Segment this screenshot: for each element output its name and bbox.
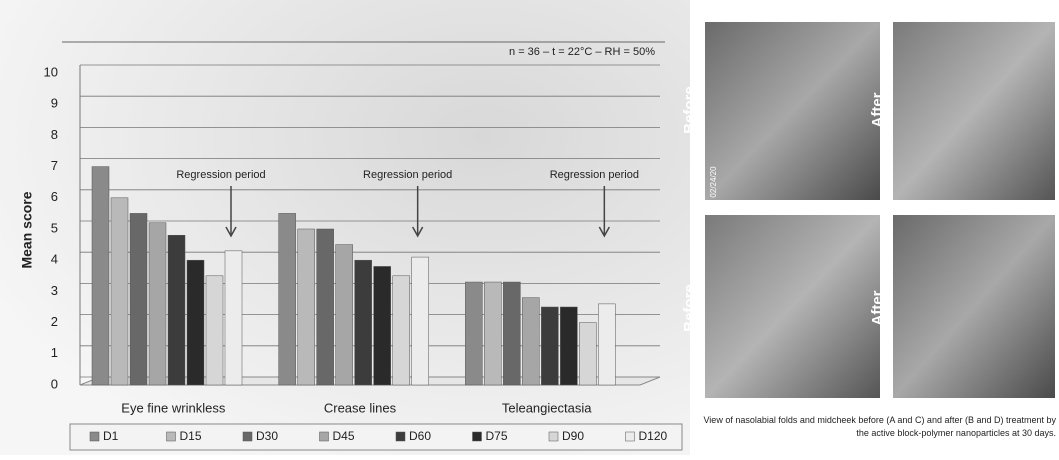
bar — [187, 260, 204, 385]
bar — [522, 298, 539, 385]
bar — [317, 229, 334, 385]
y-tick-label: 7 — [51, 158, 58, 173]
bar — [374, 266, 391, 385]
legend-label: D90 — [562, 429, 584, 443]
photo-label: After — [869, 290, 886, 325]
bar — [484, 282, 501, 385]
legend — [70, 424, 682, 450]
legend-label: D30 — [256, 429, 278, 443]
bar — [465, 282, 482, 385]
bar — [598, 304, 615, 385]
legend-swatch — [167, 432, 176, 441]
legend-label: D1 — [103, 429, 119, 443]
legend-swatch — [626, 432, 635, 441]
photo-stamp: 02/24/20 — [709, 166, 718, 198]
legend-label: D60 — [409, 429, 431, 443]
bar — [412, 257, 429, 385]
figure: n = 36 – t = 22°C – RH = 50% Mean score … — [0, 0, 1059, 455]
x-tick-label: Eye fine wrinkless — [121, 400, 226, 415]
bar — [355, 260, 372, 385]
bar — [225, 251, 242, 385]
photo — [893, 22, 1055, 200]
bar — [503, 282, 520, 385]
legend-swatch — [243, 432, 252, 441]
photo-label: After — [869, 92, 886, 127]
legend-label: D120 — [639, 429, 668, 443]
y-tick-label: 2 — [51, 314, 58, 329]
annotation: Regression period — [550, 169, 639, 181]
y-tick-label: 6 — [51, 189, 58, 204]
bar — [336, 245, 353, 385]
bar — [130, 213, 147, 385]
y-tick-label: 5 — [51, 220, 58, 235]
bar — [541, 307, 558, 385]
x-tick-label: Crease lines — [324, 400, 397, 415]
y-tick-label: 1 — [51, 345, 58, 360]
legend-label: D75 — [486, 429, 508, 443]
bar — [279, 213, 296, 385]
bar — [579, 323, 596, 385]
bar — [298, 229, 315, 385]
x-tick-label: Teleangiectasia — [502, 400, 592, 415]
y-tick-label: 0 — [51, 376, 58, 391]
y-tick-label: 3 — [51, 283, 58, 298]
y-tick-label: 10 — [44, 64, 58, 79]
y-axis-label: Mean score — [19, 191, 35, 268]
caption: View of nasolabial folds and midcheek be… — [690, 414, 1056, 440]
legend-swatch — [320, 432, 329, 441]
bar — [560, 307, 577, 385]
photo — [705, 22, 880, 200]
y-tick-label: 8 — [51, 127, 58, 142]
photo — [893, 215, 1055, 398]
photo — [705, 215, 880, 398]
legend-label: D45 — [333, 429, 355, 443]
bar — [92, 167, 109, 385]
y-tick-label: 4 — [51, 252, 58, 267]
photo-label: Before — [681, 284, 698, 332]
bar — [393, 276, 410, 385]
photo-label: Before — [681, 86, 698, 134]
bar — [168, 235, 185, 385]
bar — [149, 223, 166, 385]
annotation: Regression period — [363, 169, 452, 181]
legend-swatch — [549, 432, 558, 441]
conditions-note: n = 36 – t = 22°C – RH = 50% — [509, 46, 655, 58]
bar — [206, 276, 223, 385]
page: n = 36 – t = 22°C – RH = 50% Mean score … — [0, 0, 1059, 460]
legend-swatch — [396, 432, 405, 441]
annotation: Regression period — [176, 169, 265, 181]
legend-swatch — [473, 432, 482, 441]
legend-label: D15 — [180, 429, 202, 443]
legend-swatch — [90, 432, 99, 441]
bar — [111, 198, 128, 385]
y-tick-label: 9 — [51, 96, 58, 111]
